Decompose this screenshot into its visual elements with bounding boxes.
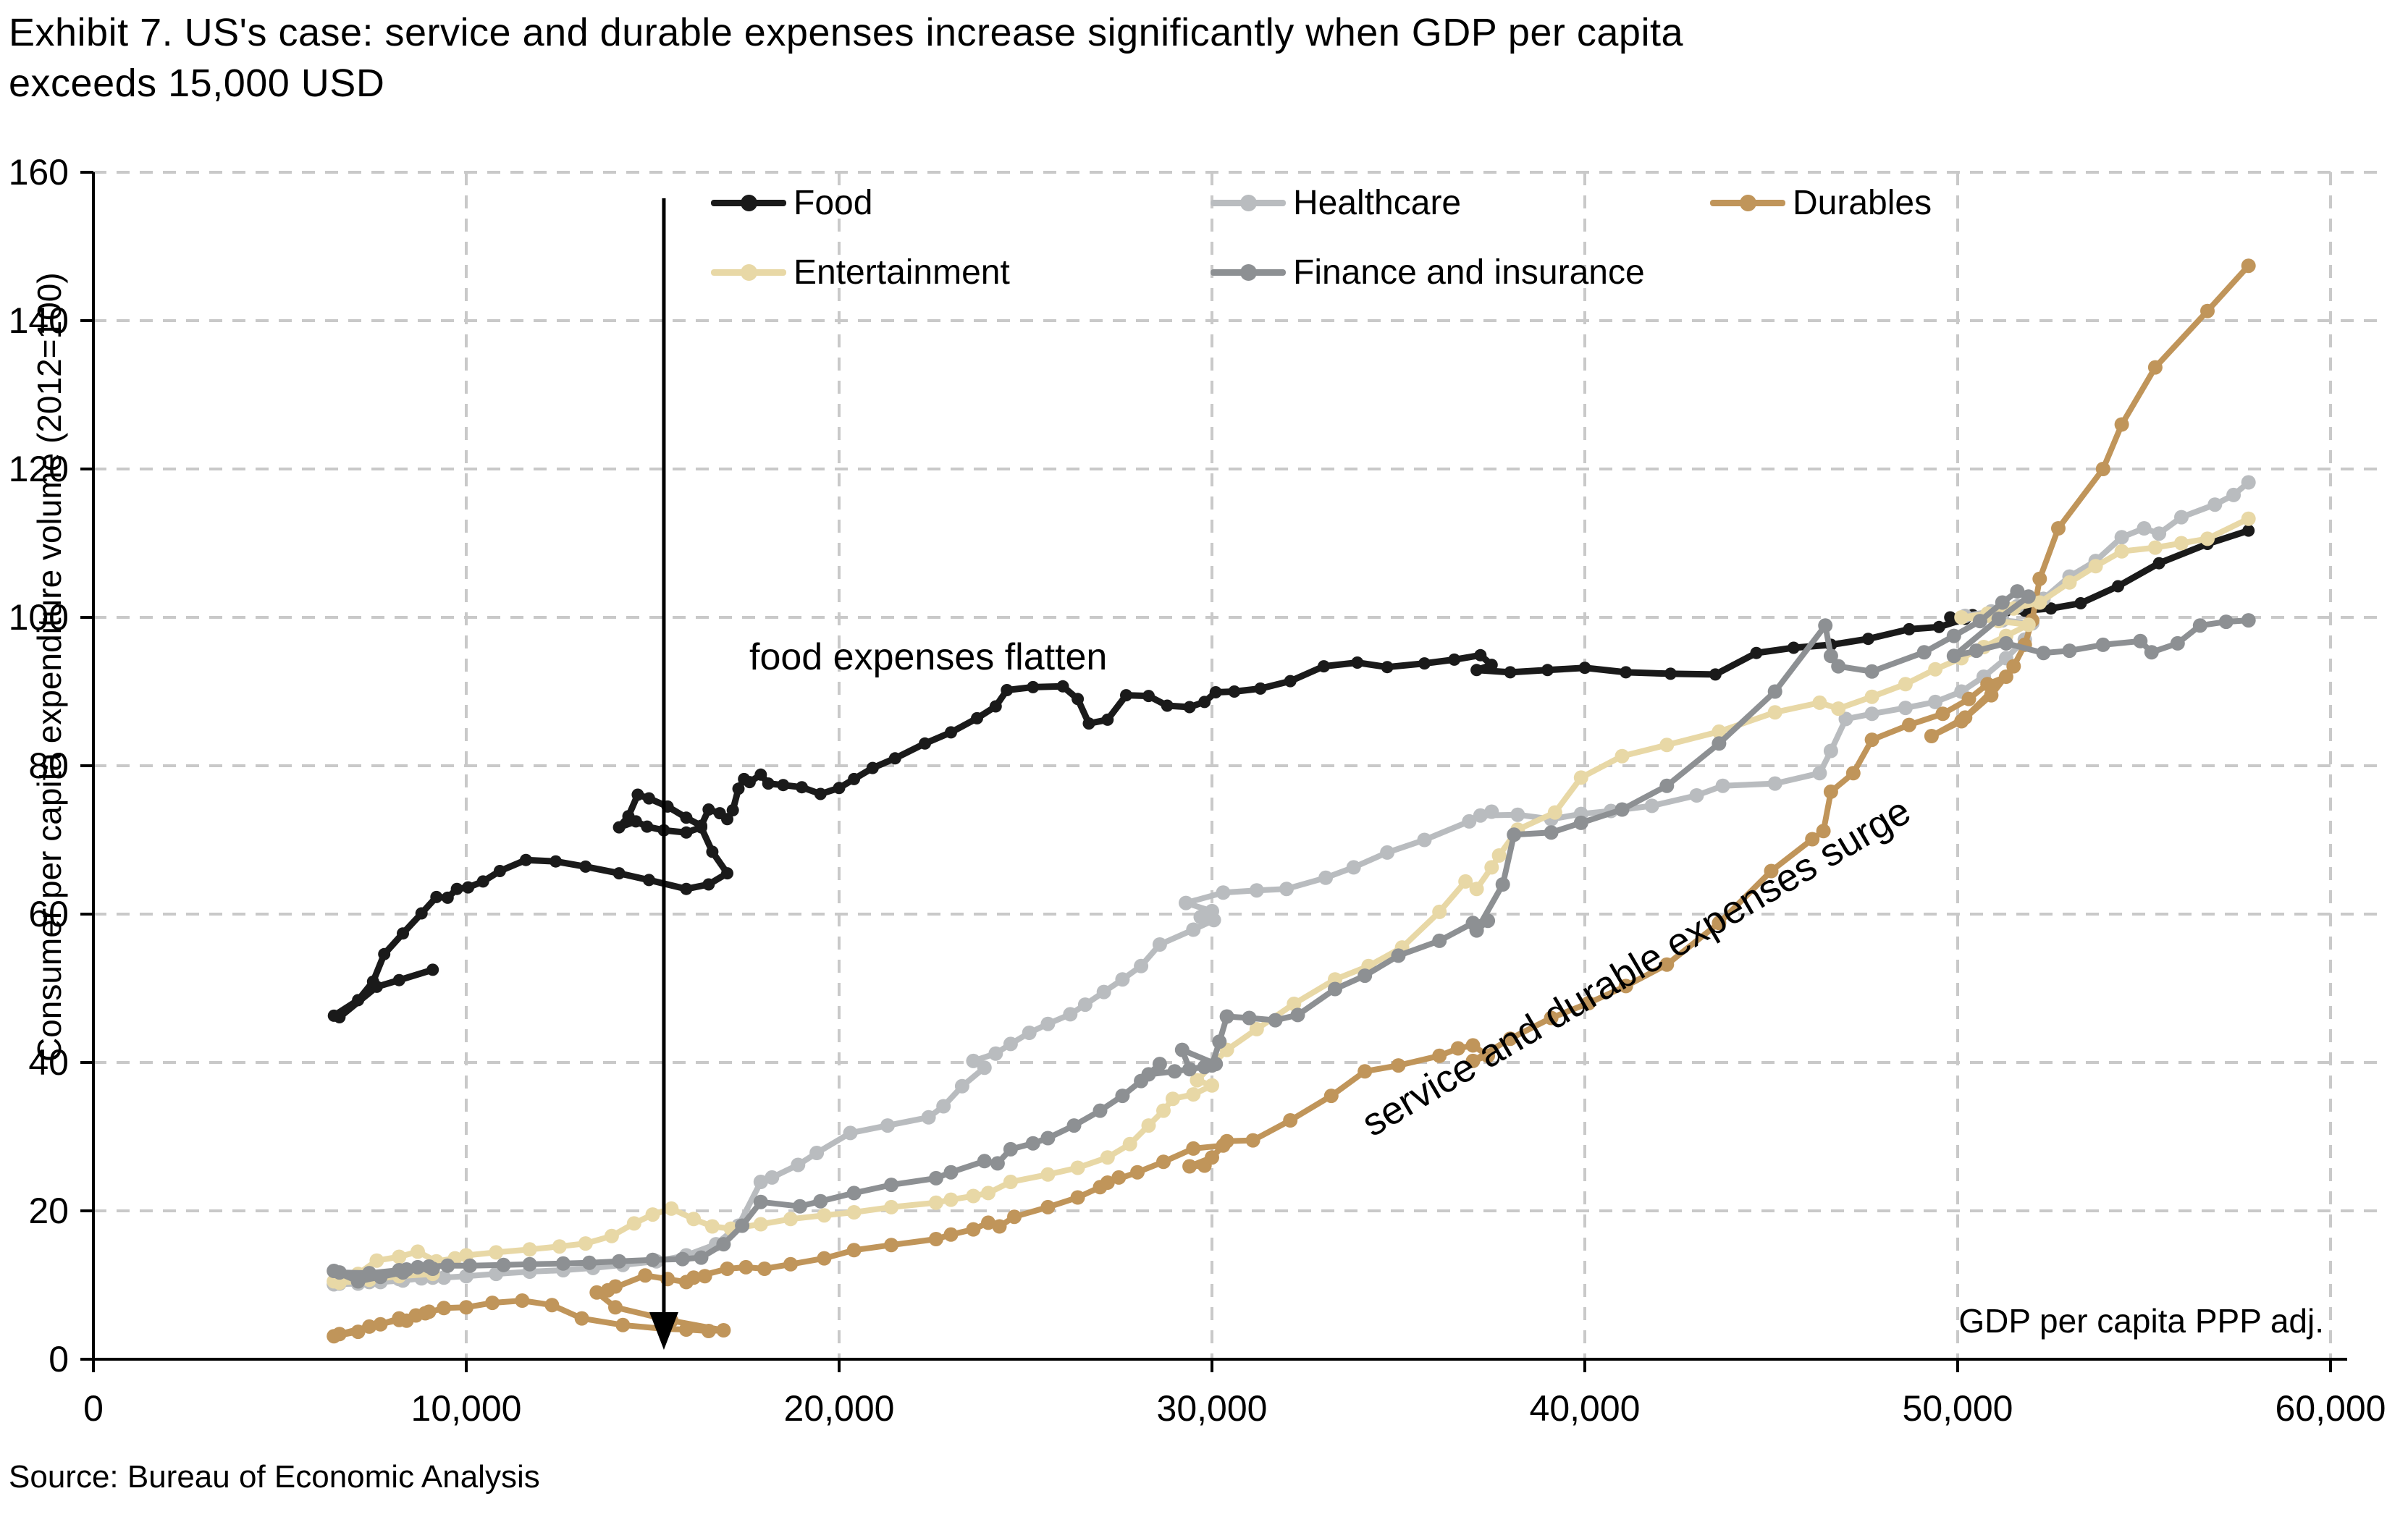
series-durables: [327, 258, 2256, 1344]
threshold-arrow: [649, 198, 678, 1350]
finance-line-marker-icon: [1211, 249, 1286, 295]
svg-text:10,000: 10,000: [411, 1388, 522, 1429]
svg-text:20: 20: [28, 1191, 69, 1231]
axes: [80, 171, 2347, 1372]
svg-text:0: 0: [83, 1388, 104, 1429]
food-line-marker-icon: [711, 179, 786, 226]
svg-text:140: 140: [9, 300, 69, 341]
legend-item-healthcare: Healthcare: [1211, 179, 1461, 226]
svg-text:60: 60: [28, 894, 69, 934]
page-title-line2: exceeds 15,000 USD: [9, 62, 385, 106]
series-entertainment: [327, 511, 2256, 1290]
series-finance-and-insurance: [327, 584, 2256, 1289]
legend-label: Food: [793, 183, 873, 222]
svg-text:0: 0: [49, 1339, 69, 1379]
source-text: Source: Bureau of Economic Analysis: [9, 1459, 540, 1495]
annotation-food-flatten: food expenses flatten: [749, 636, 1108, 678]
svg-text:60,000: 60,000: [2276, 1388, 2386, 1429]
y-axis-title: Consumer per capita expenditure volume (…: [30, 272, 68, 1062]
svg-text:160: 160: [9, 152, 69, 193]
svg-text:120: 120: [9, 449, 69, 489]
svg-text:40: 40: [28, 1042, 69, 1083]
svg-text:50,000: 50,000: [1903, 1388, 2013, 1429]
page-title: Exhibit 7. US's case: service and durabl…: [9, 7, 1683, 109]
svg-text:100: 100: [9, 597, 69, 638]
svg-text:30,000: 30,000: [1157, 1388, 1268, 1429]
legend-label: Entertainment: [793, 253, 1010, 292]
entertainment-line-marker-icon: [711, 249, 786, 295]
svg-text:80: 80: [28, 745, 69, 786]
svg-text:40,000: 40,000: [1530, 1388, 1641, 1429]
x-axis-title: GDP per capita PPP adj.: [1958, 1302, 2324, 1340]
page-title-line1: Exhibit 7. US's case: service and durabl…: [9, 11, 1683, 54]
legend-label: Healthcare: [1293, 183, 1462, 222]
series-food: [327, 524, 2255, 1023]
svg-text:20,000: 20,000: [784, 1388, 895, 1429]
series-healthcare: [327, 475, 2256, 1292]
x-tick-labels: 0 10,000 20,000 30,000 40,000 50,000 60,000: [83, 1388, 2386, 1429]
legend-item-durables: Durables: [1710, 179, 1932, 226]
legend-label: Finance and insurance: [1293, 253, 1645, 292]
legend-item-finance: Finance and insurance: [1211, 249, 1645, 295]
legend-item-food: Food: [711, 179, 872, 226]
legend-label: Durables: [1793, 183, 1932, 222]
durables-line-marker-icon: [1710, 179, 1785, 226]
gridlines: [93, 171, 2382, 1359]
y-tick-labels: 0 20 40 60 80 100 120 140 160: [9, 152, 69, 1379]
healthcare-line-marker-icon: [1211, 179, 1286, 226]
legend-item-entertainment: Entertainment: [711, 249, 1010, 295]
